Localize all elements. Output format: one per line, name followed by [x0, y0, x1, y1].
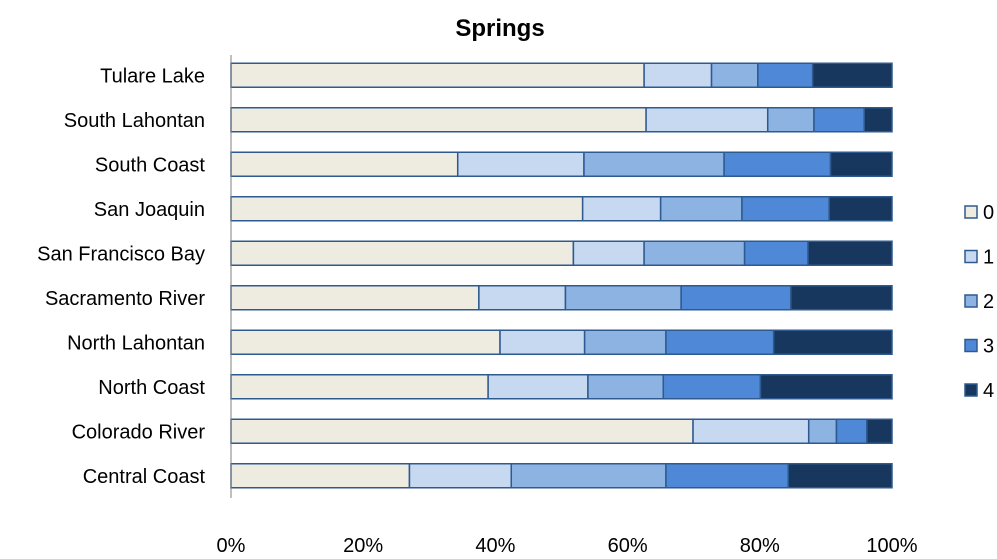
legend-label: 4: [983, 380, 994, 402]
legend-swatch: [964, 249, 978, 264]
legend-label: 3: [983, 336, 994, 358]
bar-segment: [662, 374, 762, 400]
bar-segment: [583, 151, 725, 177]
bar-segment: [587, 374, 665, 400]
bar-segment: [790, 285, 893, 311]
bar-segment: [811, 62, 893, 88]
legend-swatch: [964, 338, 978, 353]
bar-segment: [835, 418, 868, 444]
bar-segment: [828, 196, 893, 222]
bar-segment: [710, 62, 759, 88]
bar-segment: [487, 374, 589, 400]
category-label: Central Coast: [83, 466, 206, 488]
category-label: North Lahontan: [67, 332, 205, 354]
bar-segment: [813, 107, 865, 133]
bar-segment: [230, 151, 459, 177]
x-axis-ticks: 0% 20% 40% 60% 80% 100%: [217, 535, 918, 557]
x-tick-label: 80%: [740, 535, 780, 557]
x-tick-label: 0%: [217, 535, 246, 557]
bar-segment: [659, 196, 743, 222]
bar-segment: [230, 240, 575, 266]
bar-segment: [230, 62, 645, 88]
bar-segment: [581, 196, 662, 222]
bar-segment: [645, 107, 769, 133]
bar-segment: [829, 151, 893, 177]
bar-segment: [766, 107, 815, 133]
bar-segment: [665, 329, 775, 355]
bar-segment: [478, 285, 567, 311]
bar-segment: [564, 285, 682, 311]
bar-segment: [230, 329, 501, 355]
legend-label: 2: [983, 291, 994, 313]
x-tick-label: 100%: [866, 535, 917, 557]
bar-segment: [665, 463, 789, 489]
category-label: Tulare Lake: [100, 65, 205, 87]
legend-label: 1: [983, 247, 994, 269]
category-label: South Coast: [95, 154, 206, 176]
x-tick-label: 60%: [608, 535, 648, 557]
bar-segment: [807, 418, 838, 444]
category-label: Sacramento River: [45, 288, 205, 310]
bar-segment: [230, 418, 694, 444]
bar-segment: [743, 240, 809, 266]
bar-area: [230, 55, 893, 498]
category-label: San Joaquin: [94, 199, 205, 221]
bar-segment: [680, 285, 792, 311]
bar-segment: [456, 151, 585, 177]
bar-segment: [757, 62, 814, 88]
bar-segment: [510, 463, 667, 489]
bar-segment: [866, 418, 893, 444]
bar-segment: [230, 107, 647, 133]
bar-segment: [643, 62, 713, 88]
legend-swatch: [964, 205, 978, 219]
bar-segment: [230, 196, 584, 222]
bar-segment: [863, 107, 893, 133]
bar-segment: [807, 240, 893, 266]
category-label: San Francisco Bay: [37, 243, 205, 265]
legend-swatch: [964, 294, 978, 308]
legend-swatch: [964, 383, 978, 397]
bar-segment: [723, 151, 832, 177]
bar-segment: [230, 463, 411, 489]
legend-label: 0: [983, 202, 994, 224]
bar-segment: [772, 329, 893, 355]
category-labels: Tulare Lake South Lahontan South Coast San …: [37, 65, 205, 488]
x-tick-label: 40%: [475, 535, 515, 557]
bar-segment: [230, 285, 480, 311]
bar-segment: [787, 463, 893, 489]
category-label: Colorado River: [72, 421, 206, 443]
bar-segment: [572, 240, 645, 266]
bar-segment: [230, 374, 489, 400]
chart-title: Springs: [455, 15, 544, 42]
bar-segment: [643, 240, 746, 266]
bar-segment: [759, 374, 893, 400]
bar-segment: [499, 329, 586, 355]
category-label: South Lahontan: [64, 110, 205, 132]
bar-segment: [741, 196, 830, 222]
legend: 0 1 2 3 4: [964, 202, 994, 402]
bar-segment: [408, 463, 513, 489]
category-label: North Coast: [98, 377, 205, 399]
bar-segment: [583, 329, 667, 355]
x-tick-label: 20%: [343, 535, 383, 557]
bar-segment: [692, 418, 810, 444]
